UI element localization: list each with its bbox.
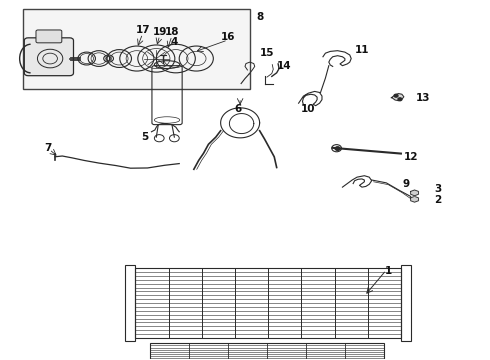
- Bar: [24, 9, 250, 89]
- Text: 19: 19: [152, 27, 167, 37]
- Text: 13: 13: [416, 93, 430, 103]
- Polygon shape: [391, 94, 404, 101]
- Text: 4: 4: [171, 37, 178, 48]
- Bar: [124, 265, 135, 342]
- Text: 5: 5: [142, 132, 149, 142]
- Text: 16: 16: [220, 32, 235, 42]
- Circle shape: [335, 147, 340, 150]
- Text: 14: 14: [277, 61, 291, 71]
- Text: 12: 12: [403, 152, 418, 162]
- Text: 17: 17: [135, 25, 150, 35]
- Text: 10: 10: [301, 104, 316, 113]
- Text: 9: 9: [402, 179, 409, 189]
- Bar: [401, 265, 411, 342]
- Polygon shape: [411, 190, 418, 196]
- FancyBboxPatch shape: [36, 30, 62, 43]
- Bar: [150, 343, 384, 360]
- Text: 3: 3: [434, 184, 441, 194]
- Circle shape: [394, 94, 398, 97]
- Text: 2: 2: [434, 195, 441, 204]
- Polygon shape: [411, 197, 418, 202]
- Text: 8: 8: [256, 13, 263, 22]
- Circle shape: [398, 98, 402, 101]
- Bar: [135, 268, 401, 338]
- Text: 18: 18: [165, 27, 179, 37]
- Text: 1: 1: [385, 266, 392, 276]
- Text: 7: 7: [44, 143, 51, 153]
- Text: 15: 15: [260, 48, 274, 58]
- FancyBboxPatch shape: [24, 38, 74, 76]
- Text: 11: 11: [355, 45, 369, 55]
- Text: 6: 6: [234, 104, 241, 113]
